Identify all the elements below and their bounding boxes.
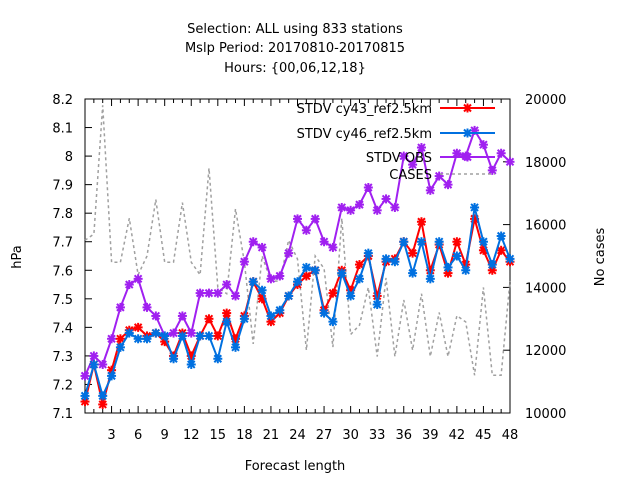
y2-tick-label: 16000 (525, 219, 566, 234)
title-line-3: Hours: {00,06,12,18} (224, 61, 366, 76)
y-tick-label: 7.3 (52, 350, 73, 365)
y-tick-label: 8.2 (52, 93, 73, 108)
x-tick-label: 48 (502, 428, 519, 443)
y-tick-label: 7.7 (52, 236, 73, 251)
x-axis-label: Forecast length (245, 459, 346, 474)
legend-label: CASES (389, 168, 432, 183)
x-tick-label: 9 (161, 428, 169, 443)
y-tick-label: 7.4 (52, 321, 73, 336)
x-tick-label: 42 (449, 428, 466, 443)
y-tick-label: 8 (65, 150, 73, 165)
y-tick-label: 7.6 (52, 264, 73, 279)
x-tick-label: 27 (316, 428, 333, 443)
x-tick-label: 36 (395, 428, 412, 443)
y2-tick-label: 12000 (525, 344, 566, 359)
y-axis-label: hPa (10, 245, 25, 268)
title-line-2: Mslp Period: 20170810-20170815 (185, 41, 405, 56)
series-0 (80, 214, 515, 409)
x-tick-label: 3 (107, 428, 115, 443)
y2-tick-label: 18000 (525, 156, 566, 171)
y-tick-label: 8.1 (52, 122, 73, 137)
legend: STDV cy43_ref2.5km STDV cy46_ref2.5km STDV… (297, 102, 495, 183)
legend-label: STDV OBS (366, 151, 432, 166)
y2-tick-label: 14000 (525, 281, 566, 296)
chart-title: Selection: ALL using 833 stations Mslp P… (185, 22, 405, 76)
y2-tick-label: 10000 (525, 407, 566, 422)
y-tick-label: 7.1 (52, 407, 73, 422)
series-line-cases (84, 105, 511, 377)
series-1 (80, 202, 515, 401)
y-tick-label: 7.8 (52, 207, 73, 222)
series-3 (84, 105, 511, 377)
x-tick-label: 12 (183, 428, 200, 443)
plot-area: 7.1 7.2 7.3 7.4 7.5 7.6 7.7 7.8 7.9 8 8.1 8.2 10000 1… (52, 93, 566, 443)
y-tick-label: 7.2 (52, 378, 73, 393)
series-line (84, 207, 511, 399)
x-tick-label: 6 (134, 428, 142, 443)
plot-frame (84, 98, 511, 414)
legend-label: STDV cy46_ref2.5km (297, 127, 432, 142)
title-line-1: Selection: ALL using 833 stations (187, 22, 403, 37)
x-tick-label: 39 (422, 428, 439, 443)
y-tick-label: 7.5 (52, 293, 73, 308)
x-tick-label: 33 (369, 428, 386, 443)
y2-axis-label: No cases (593, 228, 608, 287)
x-tick-label: 21 (263, 428, 280, 443)
x-tick-label: 45 (475, 428, 492, 443)
x-tick-label: 18 (236, 428, 253, 443)
y-tick-label: 7.9 (52, 179, 73, 194)
y2-tick-label: 20000 (525, 93, 566, 108)
legend-label: STDV cy43_ref2.5km (297, 102, 432, 117)
x-tick-label: 24 (289, 428, 306, 443)
x-tick-label: 30 (342, 428, 359, 443)
series-2 (80, 125, 515, 381)
x-tick-label: 15 (210, 428, 227, 443)
